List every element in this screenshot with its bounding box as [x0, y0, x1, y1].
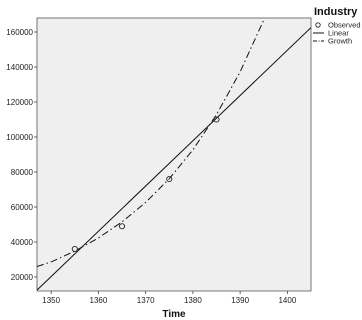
- x-tick-label: 1360: [90, 296, 108, 305]
- x-axis: 1350 1360 1370 1380 1390 1400: [42, 291, 297, 305]
- observed-point: [213, 116, 220, 123]
- x-tick-label: 1350: [42, 296, 60, 305]
- x-tick-label: 1380: [184, 296, 202, 305]
- legend-title: Industry: [314, 6, 358, 18]
- x-axis-title: Time: [162, 309, 186, 320]
- observed-point: [166, 175, 173, 183]
- y-tick-label: 80000: [11, 168, 34, 177]
- y-tick-label: 60000: [11, 203, 34, 212]
- y-tick-label: 120000: [6, 98, 33, 107]
- x-tick-label: 1370: [137, 296, 155, 305]
- x-tick-label: 1400: [278, 296, 296, 305]
- plot-area: [36, 17, 312, 292]
- observed-point: [118, 223, 126, 230]
- y-tick-label: 140000: [6, 63, 33, 72]
- y-tick-label: 40000: [11, 238, 34, 247]
- y-tick-label: 100000: [6, 133, 33, 142]
- y-axis: 20000 40000 60000 80000 100000 120000 140000 16…: [6, 28, 37, 282]
- legend-label-linear: Linear: [328, 29, 349, 38]
- series-layer: [37, 18, 311, 291]
- y-tick-label: 160000: [6, 28, 33, 37]
- x-tick-label: 1390: [231, 296, 249, 305]
- legend-label-observed: Observed: [328, 21, 361, 30]
- y-tick-label: 20000: [11, 273, 34, 282]
- legend-marker-observed: [315, 22, 321, 28]
- legend-label-growth: Growth: [328, 37, 352, 46]
- observed-point: [71, 245, 78, 253]
